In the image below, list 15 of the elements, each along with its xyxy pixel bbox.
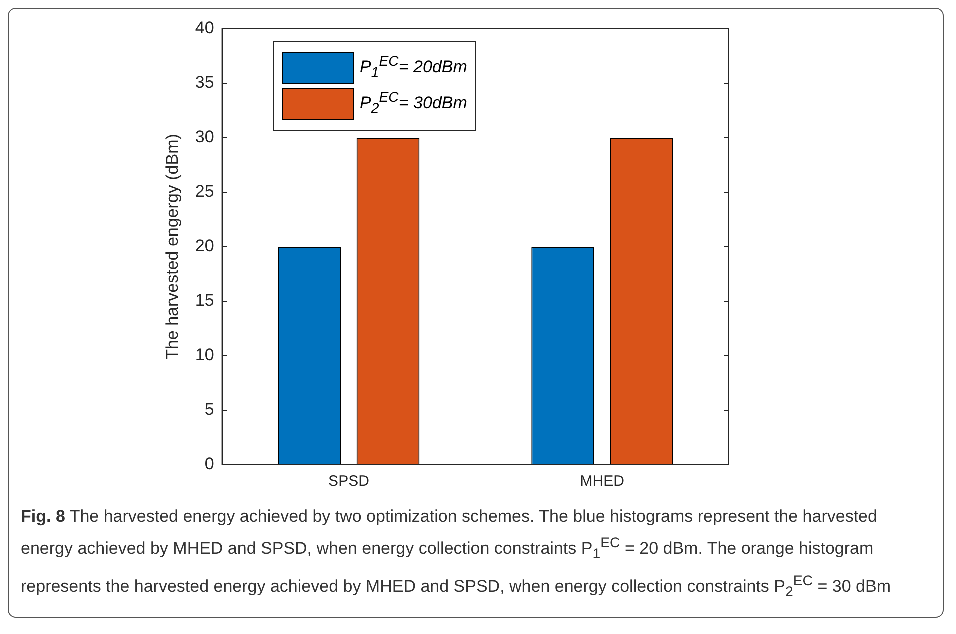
y-tick-label: 40 (195, 18, 214, 38)
y-tick-label: 10 (195, 346, 214, 365)
y-tick-label: 35 (195, 73, 214, 92)
legend-label: P$_{1}$$^{EC}$= 20dBm (360, 54, 468, 82)
y-tick-label: 15 (195, 291, 214, 310)
y-tick-label: 20 (195, 236, 214, 256)
text: Fig. 8 The harvested energy achieved by two optimization schemes. The blue histograms represent the harvested energy achieved by MHED and SPSD, when energy collection constraints P$_{1}$$^{EC}$ = 20 dBm. The orange histogram represents the harvested energy achieved by MHED and SPSD, when energy collection constraints P$_{2}$$^{EC}$ = 30 dBm (21, 507, 891, 600)
y-tick-label: 5 (204, 400, 214, 420)
y-tick-label: 30 (195, 128, 214, 147)
legend-label: P$_{2}$$^{EC}$= 30dBm (360, 90, 468, 118)
x-tick-label: MHED (580, 473, 625, 490)
y-axis-title: The harvested engergy (dBm) (162, 134, 182, 360)
y-tick-label: 25 (195, 182, 214, 202)
y-tick-label: 0 (204, 454, 214, 474)
x-tick-label: SPSD (328, 473, 370, 490)
